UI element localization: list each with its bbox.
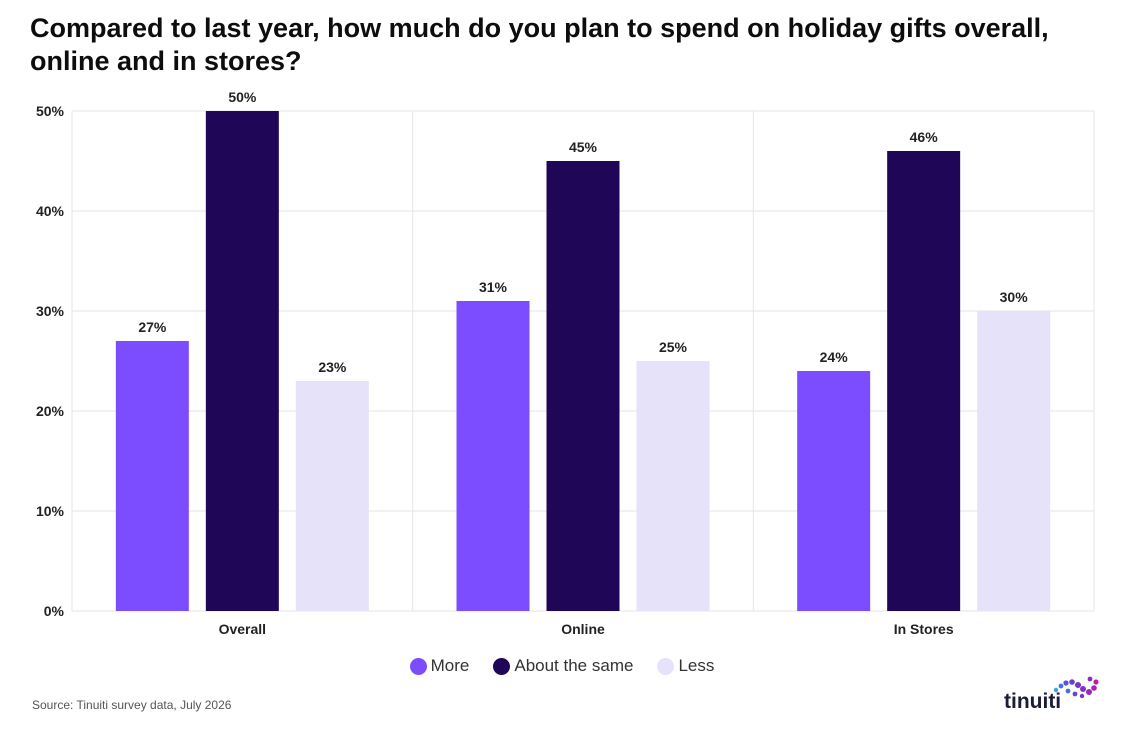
data-label: 25% (659, 339, 688, 355)
x-tick-label: Overall (219, 621, 266, 637)
y-tick-label: 40% (36, 203, 65, 219)
data-label: 50% (228, 89, 257, 105)
data-label: 31% (479, 279, 508, 295)
y-tick-label: 30% (36, 303, 65, 319)
data-label: 23% (318, 359, 347, 375)
bar-more (797, 371, 871, 611)
legend-item-less: Less (657, 656, 714, 676)
legend: More About the same Less (0, 656, 1124, 676)
data-label: 46% (910, 129, 939, 145)
brand-logo: tinuiti (1000, 676, 1104, 716)
data-label: 45% (569, 139, 598, 155)
data-label: 27% (138, 319, 167, 335)
legend-label-less: Less (678, 656, 715, 675)
bar-less (295, 381, 369, 611)
y-tick-label: 0% (44, 603, 65, 619)
legend-label-about-the-same: About the same (514, 656, 634, 675)
brand-name: tinuiti (1004, 690, 1062, 713)
bar-less (636, 361, 710, 611)
data-label: 24% (820, 349, 849, 365)
legend-item-more: More (409, 656, 470, 676)
bar-about-the-same (887, 151, 961, 611)
data-label: 30% (1000, 289, 1029, 305)
bar-more (115, 341, 189, 611)
legend-label-more: More (430, 656, 470, 675)
source-note: Source: Tinuiti survey data, July 2026 (32, 698, 232, 712)
chart-title: Compared to last year, how much do you p… (30, 13, 1049, 76)
legend-swatch-less (657, 657, 675, 675)
y-tick-label: 10% (36, 503, 65, 519)
bar-chart: 0% 10% 20% 30% 40% 50% 27% 50% 23% Overall 31% 45% 2… (36, 89, 1095, 637)
legend-swatch-more (409, 657, 427, 675)
y-tick-label: 20% (36, 403, 65, 419)
legend-swatch-about-the-same (493, 657, 511, 675)
bar-more (456, 301, 530, 611)
x-tick-label: In Stores (894, 621, 954, 637)
y-tick-label: 50% (36, 103, 65, 119)
bar-about-the-same (546, 161, 620, 611)
legend-item-about-the-same: About the same (493, 656, 633, 676)
x-tick-label: Online (561, 621, 605, 637)
bar-about-the-same (205, 111, 279, 611)
logo-dots-icon (1053, 676, 1099, 699)
bar-less (977, 311, 1051, 611)
